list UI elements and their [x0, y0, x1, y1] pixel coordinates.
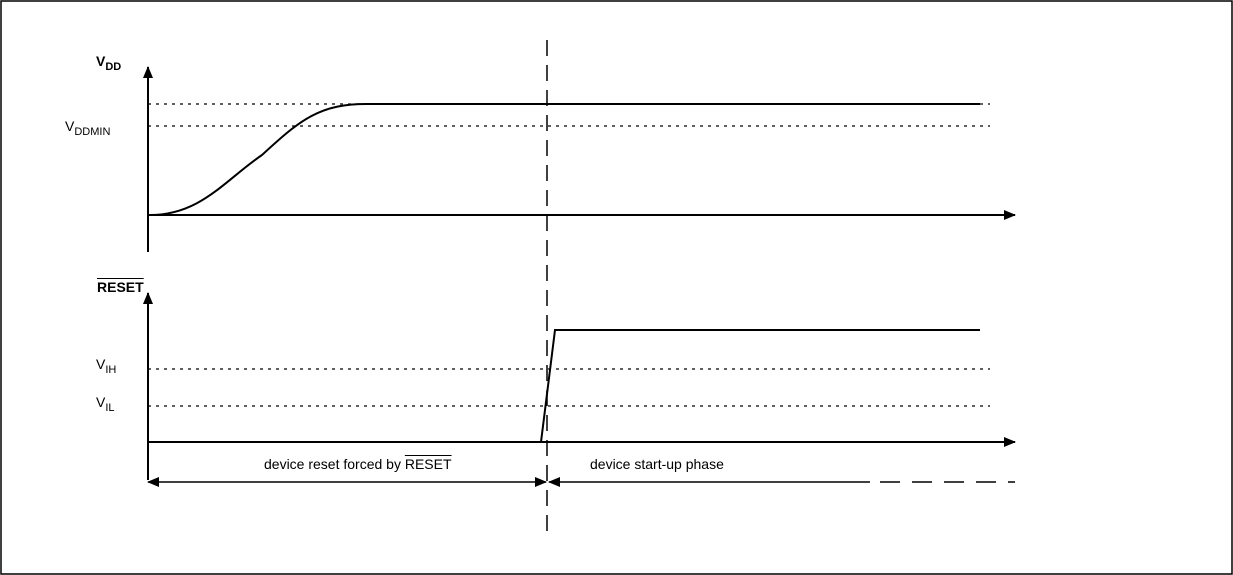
vddmin-label-sub: DDMIN: [74, 126, 111, 138]
vih-label: VIH: [96, 356, 116, 376]
vdd-axis-label-main: V: [96, 53, 106, 69]
reset-phase-overbar-text: RESET: [404, 456, 452, 472]
vdd-axis-label-sub: DD: [105, 61, 122, 73]
vddmin-label: VDDMIN: [65, 118, 110, 138]
vil-label-sub: IL: [105, 402, 115, 414]
vdd-waveform: [147, 102, 980, 217]
vdd-axis-label: VDD: [96, 53, 121, 73]
reset-axis-label: RESET: [97, 279, 144, 295]
vih-label-main: V: [96, 356, 106, 372]
reset-phase-text: device reset forced by: [264, 456, 405, 472]
reset-waveform: [148, 329, 980, 443]
startup-phase-label: device start-up phase: [590, 456, 724, 472]
vil-label: VIL: [96, 394, 115, 414]
reset-phase-label: device reset forced by RESET: [264, 457, 452, 471]
vddmin-label-main: V: [65, 118, 75, 134]
vih-label-sub: IH: [105, 364, 117, 376]
vil-label-main: V: [96, 394, 106, 410]
